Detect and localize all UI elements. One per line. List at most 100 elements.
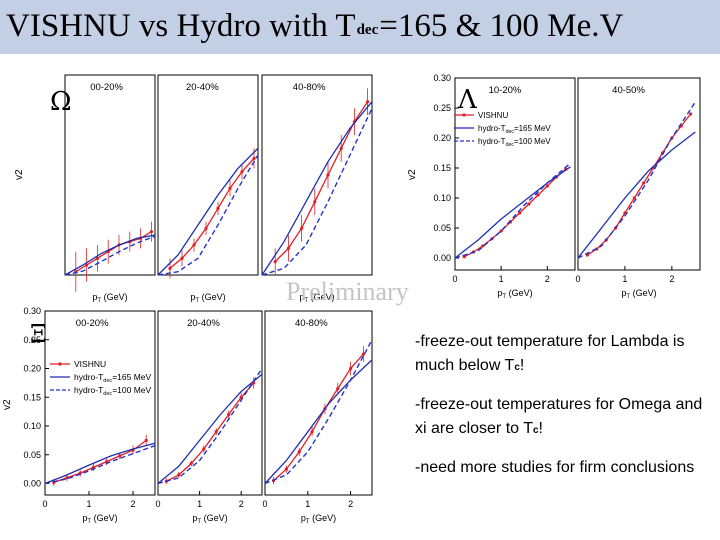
legend-text: hydro-T [74,385,103,395]
xlabel-sub: T [97,298,101,304]
lambda-panel-frame [577,77,701,271]
note-item: -freeze-out temperature for Lambda is mu… [415,330,715,380]
xi-x-tick-label: 0 [262,499,267,509]
xi-x-tick-label: 1 [197,499,202,509]
xi-centrality-label: 40-80% [295,318,328,329]
legend-entry-hydro165: hydro-Tdec=165 MeV [74,372,152,384]
legend-entry-hydro100: hydro-Tdec=100 MeV [74,385,152,397]
note-subscript: c [532,425,539,436]
legend-marker [462,113,466,117]
xi-panel-frame [157,310,263,496]
xi-x-tick-label: 0 [42,499,47,509]
legend-entry-hydro165: hydro-Tdec=165 MeV [478,124,551,135]
lambda-x-axis-label: pT (GeV) [497,288,532,300]
conclusion-notes: -freeze-out temperature for Lambda is mu… [415,330,715,493]
legend-tail: =165 MeV [514,124,551,133]
legend-sub: dec [506,142,515,148]
title-bar: VISHNU vs Hydro with Tdec=165 & 100 Me.V [0,0,720,54]
lambda-series-hydro165 [454,166,571,259]
omega-particle-label: Ω [50,87,72,117]
note-item: -freeze-out temperatures for Omega and x… [415,393,715,443]
lambda-y-tick-label: 0.15 [433,163,451,173]
lambda-panel-frame [454,77,576,271]
xlabel-p: p [301,513,306,523]
xi-series-hydro100 [264,339,373,485]
lambda-x-tick-label: 1 [622,274,627,284]
note-tail: ! [519,357,525,374]
note-subscript: c [514,362,520,373]
omega-panel-frame [261,74,373,276]
xlabel-unit: (GeV) [101,292,128,302]
xi-x-axis-label: pT (GeV) [301,513,336,525]
lambda-x-axis-label: pT (GeV) [621,288,656,300]
omega-series-hydro100 [157,154,259,276]
title-suffix: =165 & 100 Me.V [379,8,624,44]
xlabel-sub: T [197,519,201,525]
xlabel-unit: (GeV) [308,292,335,302]
note-item: -need more studies for firm conclusions [415,456,715,480]
xi-x-tick-label: 1 [86,499,91,509]
legend-tail: =100 MeV [112,385,151,395]
xi-series-hydro165 [264,359,373,484]
lambda-series-hydro100 [577,101,696,259]
note-tail: ! [538,420,543,437]
omega-series-vishnu [274,101,369,263]
lambda-vishnu-point [536,193,540,197]
xlabel-sub: T [195,298,199,304]
xi-panel-frame [44,310,156,496]
lambda-y-axis-label: v2 [407,169,418,180]
lambda-series-hydro165 [577,131,696,259]
xlabel-p: p [621,288,626,298]
xlabel-p: p [82,513,87,523]
legend-entry-vishnu: VISHNU [478,111,508,120]
omega-series-hydro165 [261,101,373,276]
xi-series-hydro165 [44,442,156,485]
lambda-series-hydro100 [454,162,571,259]
xlabel-p: p [299,292,304,302]
lambda-vishnu-point [545,184,549,188]
xi-x-tick-label: 2 [348,499,353,509]
legend-text: hydro-T [478,137,506,146]
lambda-x-tick-label: 2 [669,274,674,284]
lambda-y-tick-label: 0.05 [433,223,451,233]
xlabel-sub: T [626,294,630,300]
preliminary-watermark: Preliminary [286,277,409,306]
title-subscript: dec [356,22,379,38]
note-text: -need more studies for firm conclusions [415,459,695,476]
lambda-series-vishnu [463,168,567,258]
xi-x-tick-label: 1 [305,499,310,509]
xi-x-axis-label: pT (GeV) [192,513,227,525]
legend-text: VISHNU [74,359,106,369]
xi-centrality-label: 20-40% [187,318,220,329]
legend-marker [58,362,62,366]
xi-series-hydro100 [157,368,263,485]
xlabel-p: p [497,288,502,298]
xi-x-tick-label: 0 [155,499,160,509]
legend-tail: =100 MeV [514,137,551,146]
lambda-vishnu-point [527,202,531,206]
omega-x-axis-label: pT (GeV) [299,292,334,304]
lambda-y-tick-label: 0.20 [433,133,451,143]
lambda-vishnu-point [689,112,693,116]
omega-panel-2 [261,74,373,276]
omega-centrality-label: 00-20% [90,82,123,93]
lambda-y-tick-label: 0.10 [433,193,451,203]
omega-centrality-label: 20-40% [186,82,219,93]
legend-sub: dec [103,391,112,397]
xi-series-vishnu [273,353,364,482]
xlabel-sub: T [87,519,91,525]
lambda-series-vishnu [587,113,692,256]
lambda-y-tick-label: 0.00 [433,253,451,263]
xlabel-unit: (GeV) [201,513,228,523]
omega-series-hydro100 [64,235,156,276]
legend-entry-hydro100: hydro-Tdec=100 MeV [478,137,551,148]
xlabel-p: p [192,513,197,523]
lambda-vishnu-point [642,181,646,185]
xlabel-unit: (GeV) [91,513,118,523]
legend-sub: dec [506,129,515,135]
xi-series-vishnu [166,382,255,482]
slide-title: VISHNU vs Hydro with Tdec=165 & 100 Me.V [6,8,623,45]
xi-x-tick-label: 2 [130,499,135,509]
xlabel-unit: (GeV) [199,292,226,302]
